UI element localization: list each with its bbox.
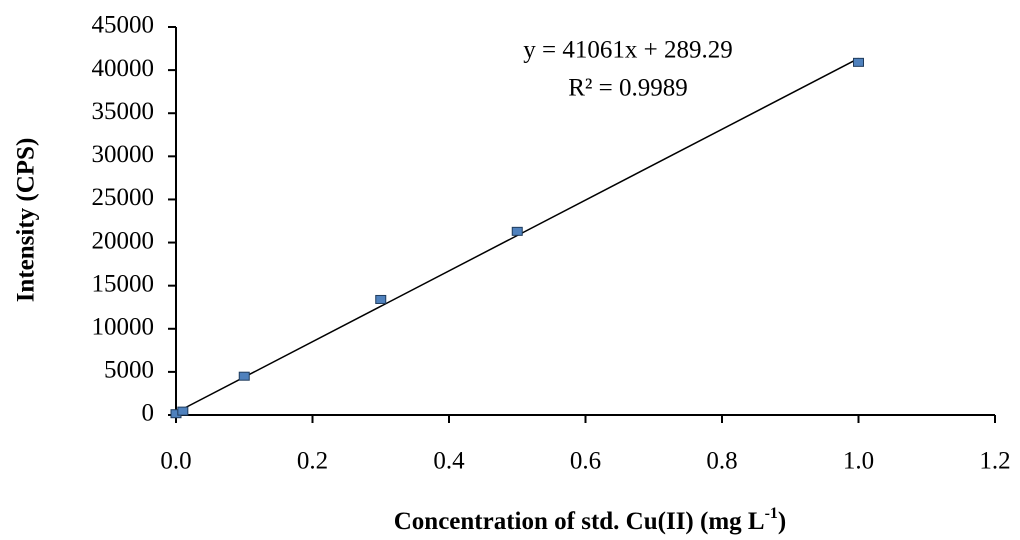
y-tick-label: 0: [142, 400, 155, 427]
y-tick-label: 20000: [92, 227, 155, 254]
data-point: [238, 371, 250, 381]
data-point: [853, 57, 864, 67]
x-axis-title: Concentration of std. Cu(II) (mg L-1): [394, 505, 786, 535]
x-tick-label: 1.0: [843, 448, 874, 475]
x-tick-label: 1.2: [979, 448, 1010, 475]
trend-equation: y = 41061x + 289.29: [523, 37, 732, 64]
x-title-sup: -1: [765, 505, 778, 522]
data-point: [375, 294, 387, 304]
y-tick-label: 35000: [92, 98, 155, 125]
x-title-main: Concentration of std. Cu(II) (mg L: [394, 508, 765, 535]
x-tick-label: 0.8: [706, 448, 737, 475]
y-axis-title: Intensity (CPS): [13, 138, 40, 303]
data-point: [177, 406, 189, 416]
y-tick-label: 10000: [92, 314, 155, 341]
data-point: [511, 226, 523, 236]
x-tick-label: 0.4: [433, 448, 465, 475]
y-tick-label: 45000: [92, 12, 155, 39]
x-tick-label: 0.0: [160, 448, 191, 475]
y-tick-label: 15000: [92, 270, 155, 297]
y-tick-label: 30000: [92, 141, 155, 168]
y-tick-label: 5000: [104, 357, 154, 384]
x-tick-label: 0.6: [570, 448, 601, 475]
y-tick-label: 40000: [92, 55, 155, 82]
x-tick-label: 0.2: [297, 448, 328, 475]
x-title-end: ): [778, 508, 786, 535]
y-tick-label: 25000: [92, 184, 155, 211]
r-squared: R² = 0.9989: [568, 75, 688, 102]
